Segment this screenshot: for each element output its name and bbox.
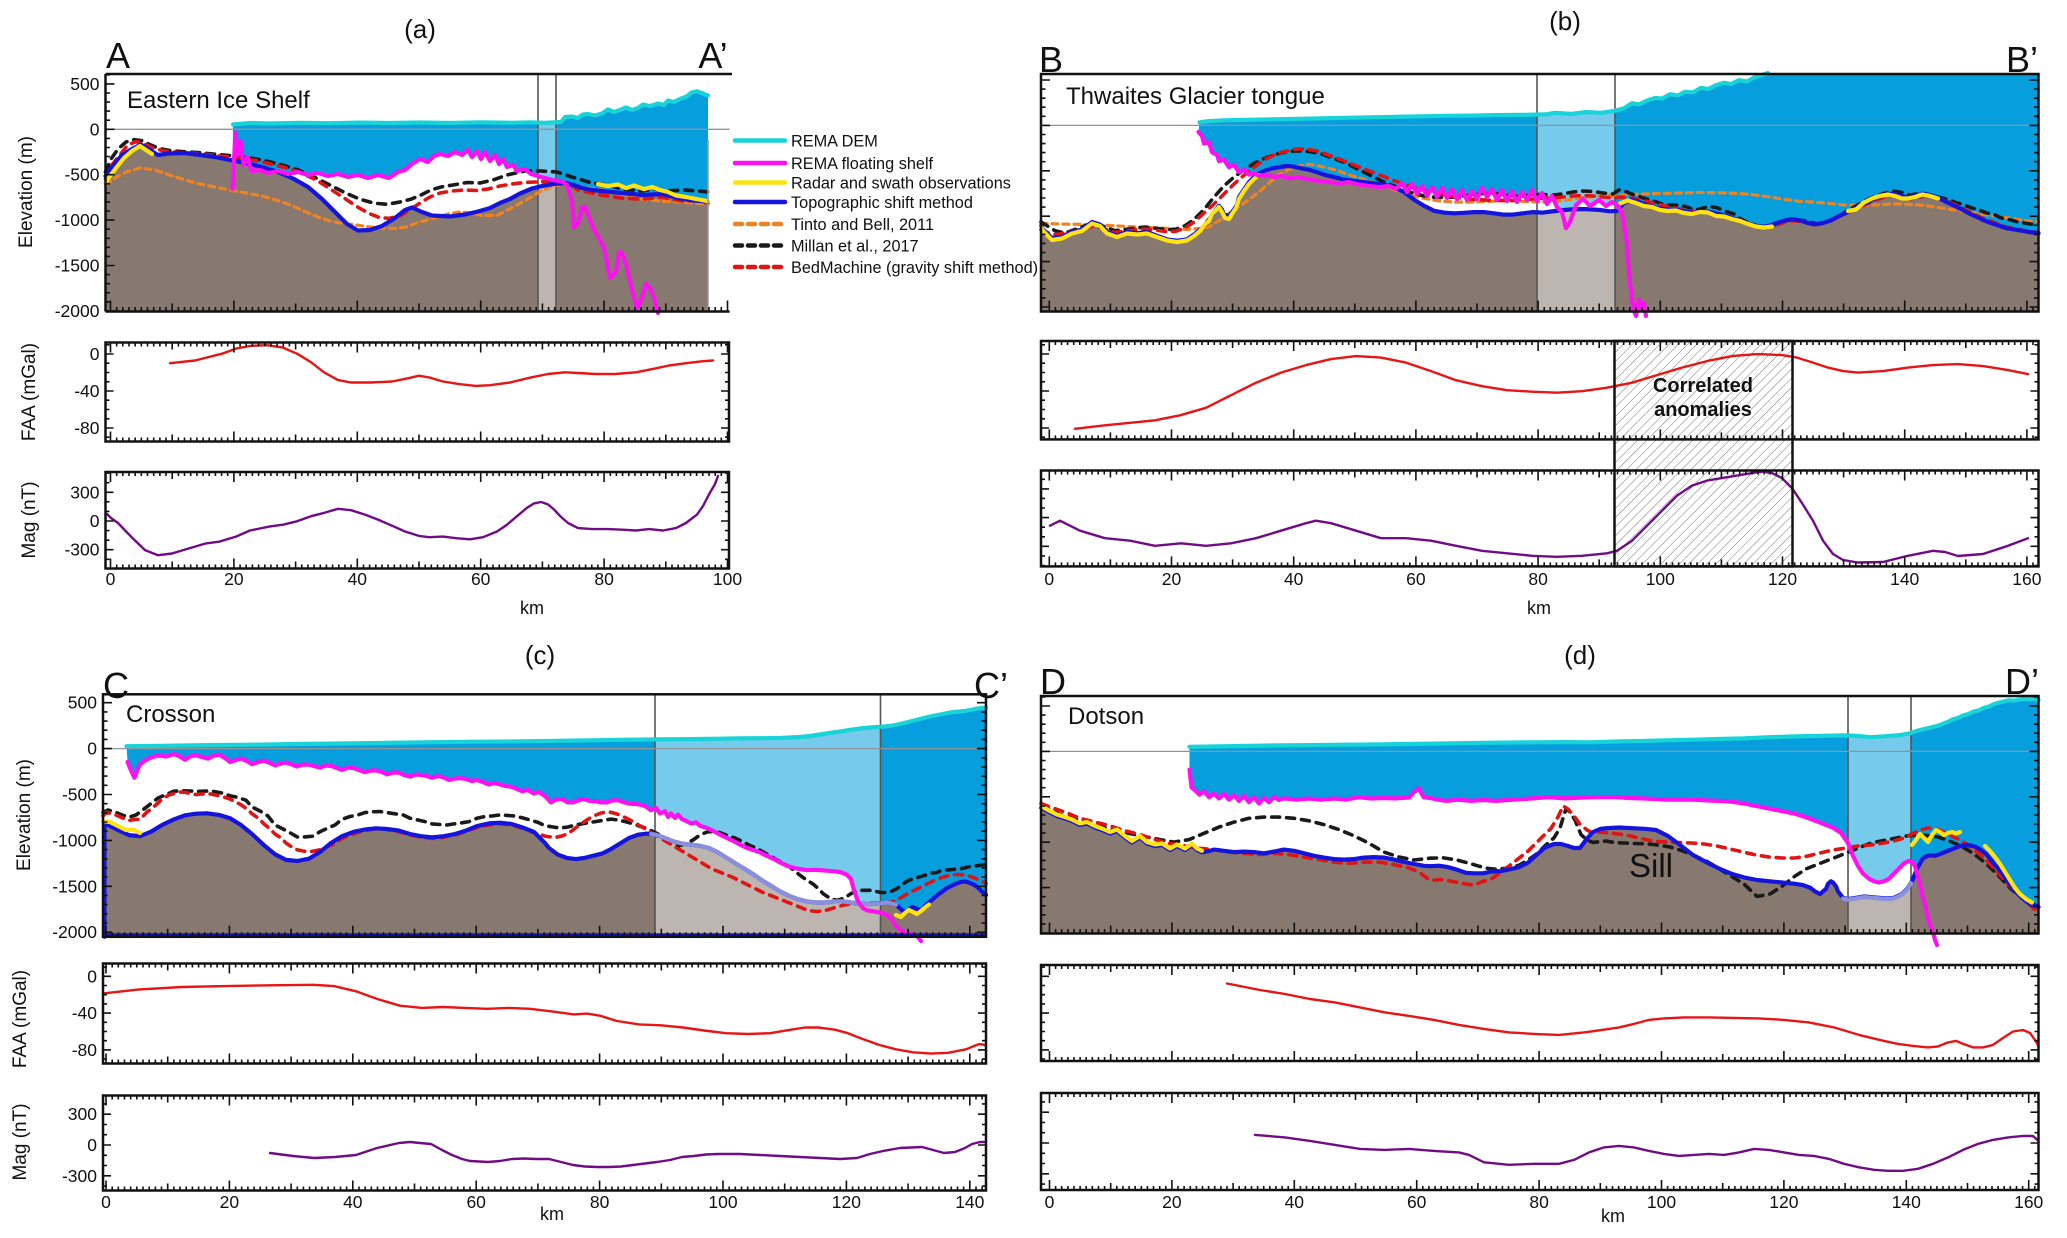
svg-text:anomalies: anomalies xyxy=(1654,399,1752,421)
svg-text:Correlated: Correlated xyxy=(1653,375,1753,397)
svg-text:100: 100 xyxy=(708,1192,737,1212)
svg-text:B’: B’ xyxy=(2006,39,2038,80)
svg-text:80: 80 xyxy=(1529,1192,1549,1212)
svg-text:140: 140 xyxy=(1890,569,1919,589)
svg-text:60: 60 xyxy=(1406,569,1426,589)
svg-text:D’: D’ xyxy=(2005,661,2039,702)
svg-text:0: 0 xyxy=(87,1135,97,1155)
svg-text:0: 0 xyxy=(106,569,116,589)
svg-text:-1500: -1500 xyxy=(55,256,100,276)
svg-text:(b): (b) xyxy=(1549,6,1581,36)
svg-text:Elevation (m): Elevation (m) xyxy=(14,759,35,871)
svg-text:BedMachine (gravity shift meth: BedMachine (gravity shift method) xyxy=(791,259,1038,277)
svg-text:-1000: -1000 xyxy=(55,210,100,230)
svg-text:0: 0 xyxy=(87,739,97,759)
svg-text:40: 40 xyxy=(1284,569,1304,589)
svg-text:0: 0 xyxy=(1044,569,1054,589)
svg-text:0: 0 xyxy=(90,119,100,139)
svg-text:FAA (mGal): FAA (mGal) xyxy=(10,970,31,1068)
svg-text:60: 60 xyxy=(471,569,491,589)
svg-text:(a): (a) xyxy=(404,14,436,44)
svg-text:C’: C’ xyxy=(974,665,1008,706)
svg-text:Crosson: Crosson xyxy=(126,701,215,728)
svg-text:160: 160 xyxy=(2014,1192,2043,1212)
svg-text:140: 140 xyxy=(955,1192,984,1212)
svg-text:-80: -80 xyxy=(74,418,100,438)
svg-text:(d): (d) xyxy=(1564,640,1596,670)
svg-text:Thwaites Glacier tongue: Thwaites Glacier tongue xyxy=(1066,83,1325,110)
svg-text:40: 40 xyxy=(343,1192,363,1212)
svg-text:-500: -500 xyxy=(64,165,99,185)
svg-text:160: 160 xyxy=(2012,569,2041,589)
svg-text:Millan et al., 2017: Millan et al., 2017 xyxy=(791,238,919,256)
svg-text:B: B xyxy=(1039,39,1063,80)
svg-text:Dotson: Dotson xyxy=(1068,703,1144,730)
svg-text:120: 120 xyxy=(1768,569,1797,589)
svg-text:A’: A’ xyxy=(698,35,727,76)
svg-text:Elevation (m): Elevation (m) xyxy=(16,136,37,248)
svg-text:20: 20 xyxy=(1162,1192,1182,1212)
svg-text:-40: -40 xyxy=(72,1003,98,1023)
svg-text:100: 100 xyxy=(713,569,742,589)
svg-text:Topographic shift method: Topographic shift method xyxy=(791,194,973,212)
svg-text:80: 80 xyxy=(1528,569,1548,589)
svg-text:A: A xyxy=(106,35,130,76)
svg-text:FAA (mGal): FAA (mGal) xyxy=(19,343,40,441)
svg-text:0: 0 xyxy=(87,966,97,986)
svg-text:-1500: -1500 xyxy=(52,876,97,896)
svg-text:(c): (c) xyxy=(525,640,555,670)
svg-text:60: 60 xyxy=(1407,1192,1427,1212)
svg-text:80: 80 xyxy=(590,1192,610,1212)
svg-text:-80: -80 xyxy=(72,1040,98,1060)
svg-text:-300: -300 xyxy=(64,540,99,560)
svg-text:Tinto and Bell, 2011: Tinto and Bell, 2011 xyxy=(791,216,934,234)
svg-text:0: 0 xyxy=(90,511,100,531)
svg-text:km: km xyxy=(1527,598,1551,618)
svg-text:Radar and swath observations: Radar and swath observations xyxy=(791,175,1011,193)
svg-text:C: C xyxy=(103,665,129,706)
svg-text:120: 120 xyxy=(832,1192,861,1212)
svg-text:-1000: -1000 xyxy=(52,830,97,850)
svg-text:-500: -500 xyxy=(62,785,97,805)
svg-text:20: 20 xyxy=(224,569,244,589)
svg-text:0: 0 xyxy=(1045,1192,1055,1212)
svg-text:-300: -300 xyxy=(62,1166,97,1186)
svg-text:40: 40 xyxy=(348,569,368,589)
svg-text:-40: -40 xyxy=(74,381,100,401)
svg-text:100: 100 xyxy=(1646,569,1675,589)
svg-text:100: 100 xyxy=(1647,1192,1676,1212)
svg-text:km: km xyxy=(540,1204,564,1224)
svg-text:500: 500 xyxy=(70,74,99,94)
svg-text:Eastern Ice Shelf: Eastern Ice Shelf xyxy=(127,87,310,114)
svg-text:80: 80 xyxy=(594,569,614,589)
svg-text:D: D xyxy=(1040,661,1066,702)
svg-text:km: km xyxy=(520,598,544,618)
svg-text:REMA floating shelf: REMA floating shelf xyxy=(791,155,934,173)
svg-text:20: 20 xyxy=(220,1192,240,1212)
svg-text:500: 500 xyxy=(68,693,97,713)
svg-text:Mag (nT): Mag (nT) xyxy=(10,1103,31,1180)
svg-text:-2000: -2000 xyxy=(55,301,100,321)
svg-text:20: 20 xyxy=(1162,569,1182,589)
svg-text:km: km xyxy=(1601,1206,1625,1226)
svg-text:Sill: Sill xyxy=(1629,847,1673,884)
svg-text:0: 0 xyxy=(90,344,100,364)
svg-text:REMA DEM: REMA DEM xyxy=(791,133,878,151)
svg-text:40: 40 xyxy=(1285,1192,1305,1212)
svg-text:120: 120 xyxy=(1769,1192,1798,1212)
svg-text:Mag (nT): Mag (nT) xyxy=(19,481,40,558)
svg-text:300: 300 xyxy=(68,1104,97,1124)
svg-text:140: 140 xyxy=(1892,1192,1921,1212)
svg-text:-2000: -2000 xyxy=(52,922,97,942)
svg-text:60: 60 xyxy=(466,1192,486,1212)
svg-text:300: 300 xyxy=(70,482,99,502)
svg-text:0: 0 xyxy=(101,1192,111,1212)
